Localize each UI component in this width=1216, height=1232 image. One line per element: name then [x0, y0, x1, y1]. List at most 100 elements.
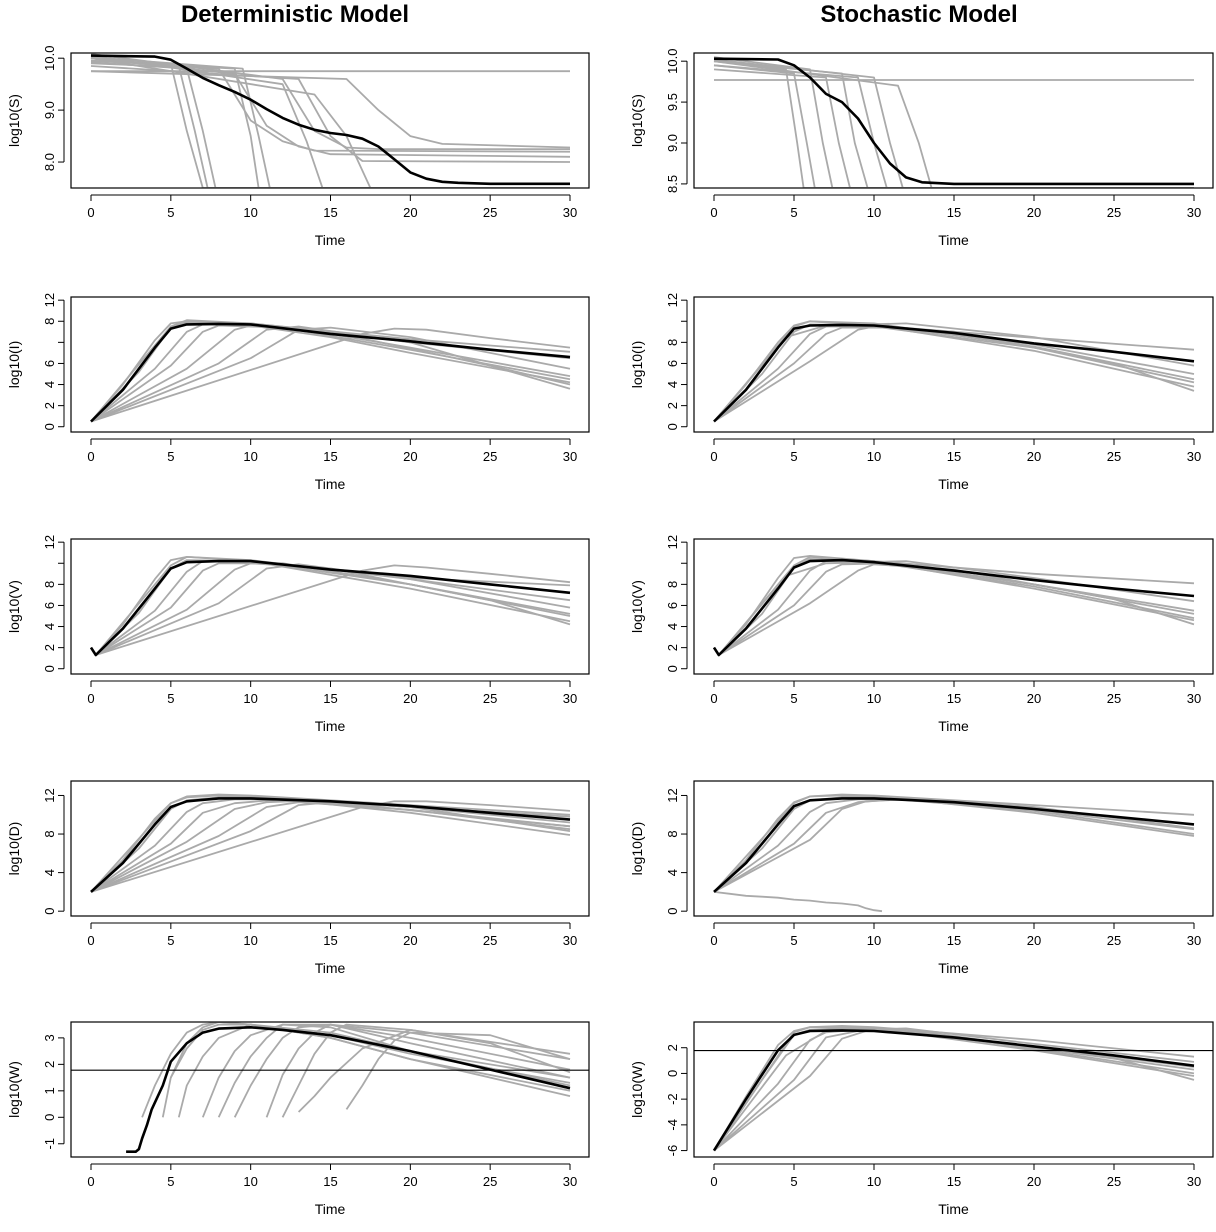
run-series-line: [713, 563, 1195, 656]
y-tick-label: 0: [665, 1070, 680, 1077]
y-tick-label: 9.5: [665, 93, 680, 111]
x-tick-label: 25: [1107, 449, 1121, 464]
x-axis: 0 5 10 15 20 25 30 Time: [710, 1163, 1201, 1217]
run-series-line: [90, 59, 570, 188]
y-axis: -1 0 1 2 3 log10(W): [6, 1034, 65, 1150]
x-tick-label: 0: [87, 449, 94, 464]
x-tick-label: 5: [790, 1174, 797, 1189]
y-tick-label: 12: [665, 788, 680, 802]
y-tick-label: 8: [42, 318, 57, 325]
x-tick-label: 0: [710, 205, 717, 220]
plot-frame: [693, 780, 1214, 917]
run-series-line: [713, 1027, 1195, 1152]
column-title-deterministic: Deterministic Model: [181, 1, 409, 28]
column-title-stochastic: Stochastic Model: [820, 1, 1017, 28]
run-series-line: [297, 1029, 571, 1113]
x-axis-label: Time: [315, 1201, 346, 1217]
series-group: [90, 53, 571, 188]
x-tick-label: 30: [1187, 449, 1201, 464]
panel-det-I: 0 5 10 15 20 25 30 Time 0 2 4 6 8 12 log10(I): [6, 293, 590, 492]
x-tick-label: 15: [323, 205, 337, 220]
mean-series-line: [712, 1029, 1195, 1152]
mean-series-line: [712, 558, 1195, 657]
run-series-line: [90, 560, 571, 656]
x-tick-label: 30: [1187, 933, 1201, 948]
panel-sto-D: 0 5 10 15 20 25 30 Time 0 4 8 12 log10(D): [629, 780, 1214, 976]
y-tick-label: 6: [42, 360, 57, 367]
y-tick-label: 0: [665, 665, 680, 672]
x-tick-label: 20: [403, 205, 417, 220]
x-axis: 0 5 10 15 20 25 30 Time: [87, 194, 577, 248]
x-axis-label: Time: [938, 232, 969, 248]
series-group: [126, 1022, 571, 1153]
x-tick-label: 30: [563, 205, 577, 220]
run-series-line: [90, 327, 571, 423]
x-tick-label: 0: [710, 449, 717, 464]
x-tick-label: 0: [710, 691, 717, 706]
run-series-line: [90, 793, 571, 893]
y-tick-label: 0: [665, 908, 680, 915]
y-tick-label: 2: [42, 402, 57, 409]
y-axis: 0 2 4 6 8 12 log10(V): [6, 535, 65, 672]
series-group: [90, 319, 571, 423]
series-group: [89, 556, 571, 657]
y-tick-label: 12: [42, 788, 57, 802]
mean-series-line: [89, 559, 571, 657]
panel-sto-I: 0 5 10 15 20 25 30 Time 0 2 4 6 8 12 log10(I): [629, 293, 1214, 492]
y-tick-label: 8: [665, 581, 680, 588]
x-tick-label: 10: [867, 933, 881, 948]
x-tick-label: 25: [483, 933, 497, 948]
x-tick-label: 30: [563, 1174, 577, 1189]
run-series-line: [713, 1028, 1195, 1152]
x-tick-label: 5: [167, 691, 174, 706]
y-axis: 0 4 8 12 log10(D): [629, 788, 688, 915]
y-tick-label: 8: [42, 581, 57, 588]
run-series-line: [90, 562, 571, 656]
run-series-line: [713, 58, 1194, 188]
y-tick-label: 2: [42, 644, 57, 651]
panel-sto-S: 0 5 10 15 20 25 30 Time 8.5 9.0 9.5 10.0 log10(S): [629, 49, 1214, 248]
x-axis-label: Time: [315, 718, 346, 734]
panel-sto-W: 0 5 10 15 20 25 30 Time -6 -4 -2 0 2 log10(W): [629, 1021, 1214, 1217]
y-axis: -6 -4 -2 0 2 log10(W): [629, 1044, 688, 1156]
x-tick-label: 25: [483, 691, 497, 706]
x-axis: 0 5 10 15 20 25 30 Time: [87, 1163, 577, 1217]
y-axis-label: log10(I): [629, 341, 645, 388]
series-group: [712, 1025, 1195, 1152]
x-axis: 0 5 10 15 20 25 30 Time: [710, 438, 1201, 492]
run-series-line: [713, 325, 1195, 423]
y-tick-label: 10.0: [42, 46, 57, 71]
y-tick-label: 12: [665, 293, 680, 307]
run-series-line: [90, 801, 571, 893]
x-tick-label: 5: [790, 205, 797, 220]
x-axis: 0 5 10 15 20 25 30 Time: [87, 680, 577, 734]
x-axis: 0 5 10 15 20 25 30 Time: [710, 922, 1201, 976]
plot-frame: [70, 780, 590, 917]
x-tick-label: 5: [790, 449, 797, 464]
run-series-line: [713, 793, 1195, 893]
run-series-line: [345, 1031, 571, 1110]
run-series-line: [90, 326, 571, 423]
y-tick-label: 9.0: [665, 134, 680, 152]
x-tick-label: 0: [710, 1174, 717, 1189]
x-tick-label: 15: [947, 933, 961, 948]
x-tick-label: 30: [563, 691, 577, 706]
plot-frame: [70, 1021, 590, 1158]
y-tick-label: 12: [42, 535, 57, 549]
plot-frame: [70, 52, 590, 189]
x-tick-label: 20: [1027, 691, 1041, 706]
x-tick-label: 15: [947, 449, 961, 464]
run-series-line: [90, 70, 571, 149]
series-group: [713, 793, 1195, 913]
x-tick-label: 30: [1187, 691, 1201, 706]
run-series-line: [713, 325, 1195, 423]
x-tick-label: 0: [87, 933, 94, 948]
y-axis-label: log10(S): [629, 94, 645, 147]
run-series-line: [713, 60, 1194, 188]
panel-det-S: 0 5 10 15 20 25 30 Time 8.0 9.0 10.0 log10(S): [6, 46, 590, 248]
x-axis: 0 5 10 15 20 25 30 Time: [710, 680, 1201, 734]
run-series-line: [713, 1028, 1195, 1152]
x-tick-label: 20: [1027, 1174, 1041, 1189]
y-axis-label: log10(V): [6, 580, 22, 633]
